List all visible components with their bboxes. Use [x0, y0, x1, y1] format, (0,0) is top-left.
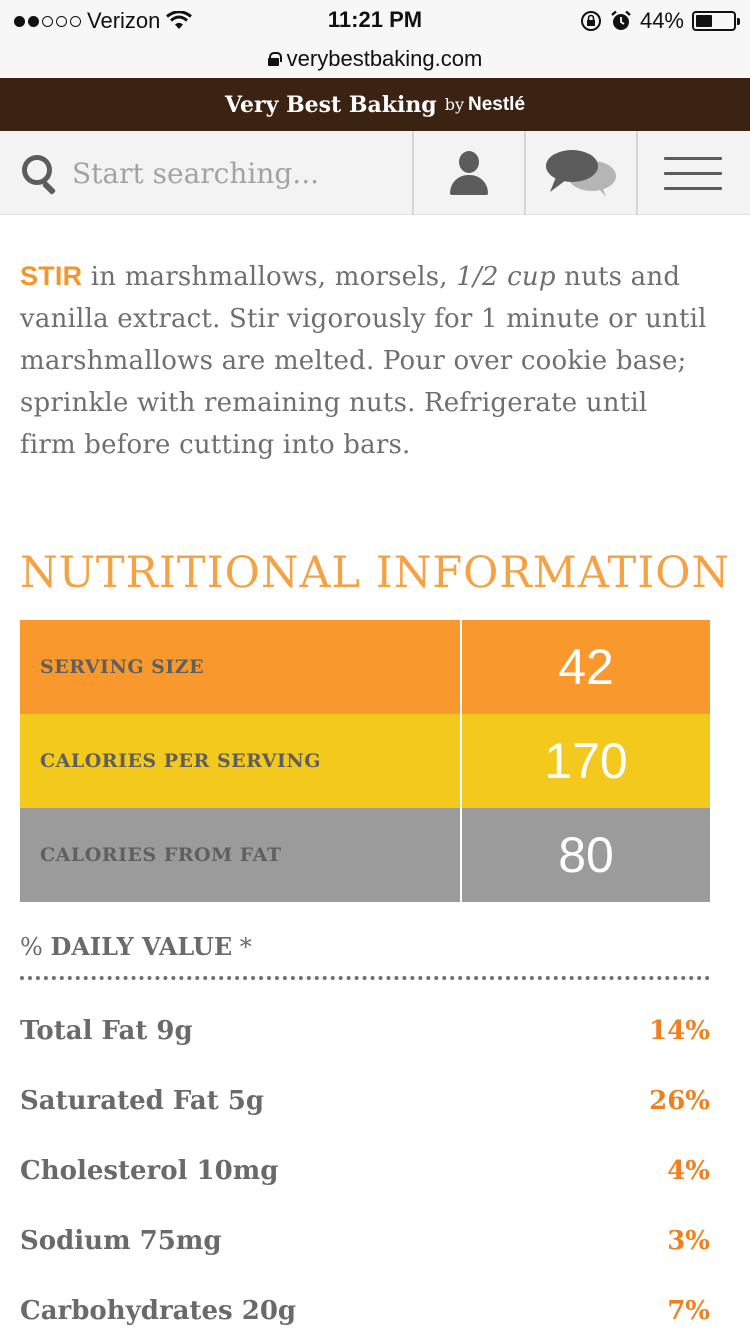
list-item: Carbohydrates 20g 7% — [20, 1278, 710, 1334]
nutrient-name: Sodium 75mg — [20, 1226, 222, 1256]
summary-value: 42 — [558, 639, 614, 695]
alarm-icon — [611, 10, 631, 30]
daily-value-pct-sign: % — [20, 933, 43, 961]
search-area[interactable] — [0, 131, 414, 215]
list-item: Cholesterol 10mg 4% — [20, 1138, 710, 1208]
list-item: Total Fat 9g 14% — [20, 998, 710, 1068]
url-bar[interactable]: verybestbaking.com — [0, 40, 750, 78]
summary-label: CALORIES PER SERVING — [20, 714, 462, 808]
signal-dot — [56, 15, 67, 27]
nutrient-percent: 14% — [649, 1016, 710, 1046]
nutrition-summary-table: SERVING SIZE 42 CALORIES PER SERVING 170… — [20, 620, 710, 902]
status-bar: Verizon 11:21 PM 44% — [0, 0, 750, 40]
url-domain[interactable]: verybestbaking.com — [286, 46, 483, 71]
daily-value-label: DAILY VALUE — [50, 932, 233, 961]
status-time: 11:21 PM — [327, 7, 423, 32]
rotation-lock-icon — [580, 11, 601, 31]
recipe-step: STIR in marshmallows, morsels, 1/2 cup n… — [20, 255, 710, 466]
signal-dot — [14, 15, 25, 27]
daily-value-list: Total Fat 9g 14% Saturated Fat 5g 26% Ch… — [20, 998, 710, 1334]
nutrient-name: Cholesterol 10mg — [20, 1156, 279, 1186]
nutrient-percent: 7% — [667, 1296, 710, 1326]
brand-header[interactable]: Very Best Baking by Nestlé — [0, 78, 750, 131]
search-input[interactable] — [72, 156, 402, 190]
battery-icon — [692, 11, 740, 31]
menu-icon — [664, 156, 722, 190]
summary-label: SERVING SIZE — [20, 620, 462, 714]
signal-dot — [70, 15, 81, 27]
step-text-after: nuts and vanilla extract. Stir vigorousl… — [20, 262, 707, 460]
serving-size-row: SERVING SIZE 42 — [20, 620, 710, 714]
daily-value-footnote-star: * — [239, 933, 252, 961]
lock-icon — [267, 52, 282, 66]
nutrient-percent: 4% — [667, 1156, 710, 1186]
brand-logo-text[interactable]: Very Best Baking — [224, 91, 437, 118]
community-button[interactable] — [526, 131, 638, 215]
brand-by-text: by — [444, 95, 464, 114]
nutrient-name: Total Fat 9g — [20, 1016, 193, 1046]
summary-label: CALORIES FROM FAT — [20, 808, 462, 902]
signal-dot — [42, 15, 53, 27]
summary-value: 80 — [558, 827, 614, 883]
calories-from-fat-row: CALORIES FROM FAT 80 — [20, 808, 710, 902]
wifi-icon — [166, 11, 193, 29]
list-item: Saturated Fat 5g 26% — [20, 1068, 710, 1138]
recipe-step-text: STIR in marshmallows, morsels, 1/2 cup n… — [20, 255, 710, 466]
nutrient-percent: 26% — [649, 1086, 710, 1116]
signal-strength-icon — [14, 15, 81, 27]
nutrient-name: Carbohydrates 20g — [20, 1296, 297, 1326]
daily-value-header: % DAILY VALUE * — [20, 932, 710, 980]
nav-bar — [0, 131, 750, 215]
step-verb: STIR — [20, 261, 83, 291]
user-icon — [449, 151, 489, 195]
list-item: Sodium 75mg 3% — [20, 1208, 710, 1278]
carrier-name: Verizon — [87, 8, 161, 33]
search-icon[interactable] — [20, 151, 60, 196]
battery-percent: 44% — [639, 8, 684, 33]
summary-value: 170 — [544, 733, 628, 789]
partner-logo-text: Nestlé — [467, 93, 526, 115]
nutrient-name: Saturated Fat 5g — [20, 1086, 265, 1116]
status-right: 44% — [580, 8, 740, 34]
account-button[interactable] — [414, 131, 526, 215]
battery-fill — [696, 15, 712, 27]
nutrient-percent: 3% — [667, 1226, 710, 1256]
step-text-before: in marshmallows, morsels, — [82, 262, 457, 292]
signal-dot — [28, 15, 39, 27]
status-left: Verizon — [14, 8, 193, 34]
battery-tip — [737, 18, 740, 25]
chat-icon — [546, 150, 616, 197]
calories-per-serving-row: CALORIES PER SERVING 170 — [20, 714, 710, 808]
step-quantity: 1/2 cup — [456, 262, 556, 292]
nutrition-title: NUTRITIONAL INFORMATION — [20, 548, 731, 598]
menu-button[interactable] — [638, 131, 748, 215]
